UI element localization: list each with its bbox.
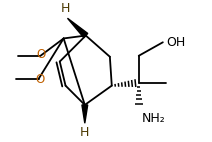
Polygon shape	[67, 18, 88, 38]
Text: O: O	[35, 73, 44, 86]
Polygon shape	[82, 105, 88, 123]
Text: H: H	[61, 2, 70, 15]
Text: OH: OH	[167, 36, 186, 49]
Text: O: O	[37, 48, 46, 61]
Text: H: H	[80, 126, 89, 139]
Text: NH₂: NH₂	[142, 112, 165, 125]
